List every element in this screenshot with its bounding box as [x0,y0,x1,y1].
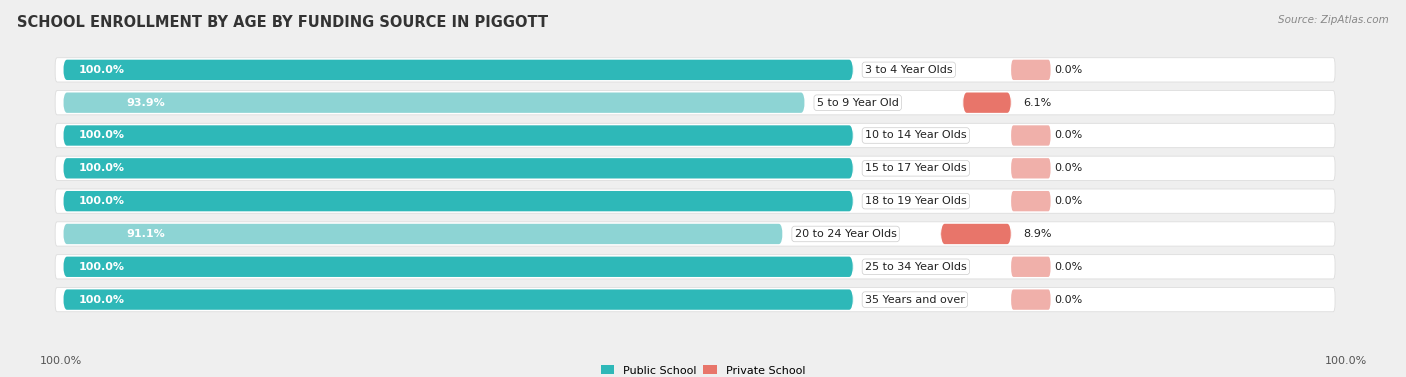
Text: 20 to 24 Year Olds: 20 to 24 Year Olds [794,229,897,239]
Legend: Public School, Private School: Public School, Private School [596,361,810,377]
Text: 35 Years and over: 35 Years and over [865,294,965,305]
FancyBboxPatch shape [63,290,853,310]
FancyBboxPatch shape [63,125,853,146]
FancyBboxPatch shape [55,123,1336,148]
FancyBboxPatch shape [1011,290,1050,310]
FancyBboxPatch shape [55,254,1336,279]
Text: 0.0%: 0.0% [1054,163,1083,173]
Text: Source: ZipAtlas.com: Source: ZipAtlas.com [1278,15,1389,25]
FancyBboxPatch shape [63,92,804,113]
Text: 3 to 4 Year Olds: 3 to 4 Year Olds [865,65,953,75]
FancyBboxPatch shape [1011,191,1050,211]
Text: 100.0%: 100.0% [1324,356,1367,366]
FancyBboxPatch shape [55,156,1336,181]
FancyBboxPatch shape [55,189,1336,213]
Text: 25 to 34 Year Olds: 25 to 34 Year Olds [865,262,967,272]
FancyBboxPatch shape [63,191,853,211]
Text: 5 to 9 Year Old: 5 to 9 Year Old [817,98,898,108]
Text: SCHOOL ENROLLMENT BY AGE BY FUNDING SOURCE IN PIGGOTT: SCHOOL ENROLLMENT BY AGE BY FUNDING SOUR… [17,15,548,30]
Text: 91.1%: 91.1% [127,229,165,239]
Text: 0.0%: 0.0% [1054,130,1083,141]
Text: 0.0%: 0.0% [1054,65,1083,75]
Text: 100.0%: 100.0% [79,196,125,206]
Text: 100.0%: 100.0% [79,65,125,75]
Text: 100.0%: 100.0% [39,356,82,366]
FancyBboxPatch shape [63,60,853,80]
FancyBboxPatch shape [1011,125,1050,146]
Text: 93.9%: 93.9% [127,98,165,108]
Text: 8.9%: 8.9% [1024,229,1052,239]
FancyBboxPatch shape [63,257,853,277]
Text: 0.0%: 0.0% [1054,196,1083,206]
Text: 10 to 14 Year Olds: 10 to 14 Year Olds [865,130,966,141]
FancyBboxPatch shape [55,90,1336,115]
Text: 6.1%: 6.1% [1024,98,1052,108]
FancyBboxPatch shape [1011,158,1050,178]
Text: 100.0%: 100.0% [79,163,125,173]
Text: 18 to 19 Year Olds: 18 to 19 Year Olds [865,196,967,206]
FancyBboxPatch shape [55,287,1336,312]
FancyBboxPatch shape [55,58,1336,82]
FancyBboxPatch shape [1011,257,1050,277]
Text: 100.0%: 100.0% [79,130,125,141]
Text: 0.0%: 0.0% [1054,294,1083,305]
FancyBboxPatch shape [1011,60,1050,80]
FancyBboxPatch shape [963,92,1011,113]
FancyBboxPatch shape [941,224,1011,244]
FancyBboxPatch shape [63,224,783,244]
FancyBboxPatch shape [63,158,853,178]
Text: 15 to 17 Year Olds: 15 to 17 Year Olds [865,163,966,173]
Text: 100.0%: 100.0% [79,262,125,272]
Text: 100.0%: 100.0% [79,294,125,305]
Text: 0.0%: 0.0% [1054,262,1083,272]
FancyBboxPatch shape [55,222,1336,246]
